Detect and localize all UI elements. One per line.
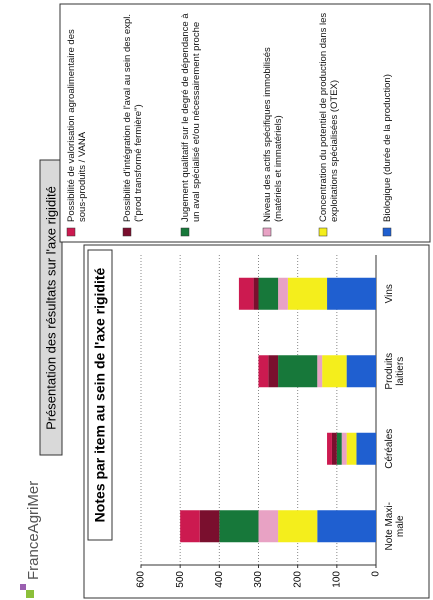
legend-label: Possibilité d'intégration de l'aval au s… — [122, 13, 144, 222]
legend-label-box: Possibilité d'intégration de l'aval au s… — [122, 13, 144, 222]
x-tick-label-box: Produits laitiers — [384, 352, 406, 390]
bar-segment — [258, 355, 269, 388]
bar-segment — [253, 277, 259, 310]
logo-icon — [26, 590, 34, 598]
bar-segment — [336, 432, 342, 465]
legend-swatch — [66, 227, 76, 237]
legend-swatch — [318, 227, 328, 237]
x-tick-label: Vins — [384, 284, 395, 304]
chart-title: Notes par item au sein de l'axe rigidité — [92, 267, 108, 522]
bar-segment — [238, 277, 254, 310]
x-tick-label: Produits laitiers — [384, 352, 406, 390]
y-tick-label: 300 — [253, 571, 264, 588]
x-tick-label-box: Vins — [384, 284, 395, 304]
bar-segment — [287, 277, 328, 310]
bar-segment — [268, 355, 279, 388]
bar-segment — [327, 277, 376, 310]
slide-title-box — [39, 159, 63, 456]
rotated-slide: FranceAgriMer Présentation des résultats… — [20, 3, 431, 599]
logo: FranceAgriMer — [25, 481, 42, 580]
bar-segment — [341, 432, 347, 465]
legend-label-box: Concentration du potentiel de production… — [318, 12, 340, 222]
x-tick-label: Céréales — [384, 428, 395, 469]
y-tick-label: 600 — [136, 571, 147, 588]
legend-swatch — [382, 227, 392, 237]
legend-label: Possibilité de valorisation agroalimenta… — [66, 29, 88, 222]
y-tick-label: 400 — [214, 571, 225, 588]
bar-segment — [322, 355, 347, 388]
bar-segment — [199, 510, 220, 543]
legend-label: Jugement qualitatif sur le degré de dépe… — [180, 13, 202, 222]
x-tick-label-box: Note Maxi-male — [384, 502, 406, 551]
legend — [59, 3, 431, 243]
legend-label: Niveau des actifs spécifiques immobilisé… — [262, 47, 284, 222]
bar-segment — [331, 432, 337, 465]
bar-segment — [258, 277, 279, 310]
legend-label: Concentration du potentiel de production… — [318, 12, 340, 222]
legend-swatch — [262, 227, 272, 237]
legend-label-box: Jugement qualitatif sur le degré de dépe… — [180, 13, 202, 222]
bar-segment — [327, 432, 332, 465]
bar-segment — [278, 277, 288, 310]
x-tick-label: Note Maxi-male — [384, 502, 406, 551]
bar-segment — [219, 510, 259, 543]
legend-swatch — [122, 227, 132, 237]
y-tick-label: 200 — [292, 571, 303, 588]
chart-title-box — [87, 249, 113, 541]
legend-label-box: Biologique (durée de la production) — [382, 74, 393, 222]
bar-segment — [317, 355, 323, 388]
logo-icon — [20, 584, 26, 590]
y-tick-label: 0 — [371, 571, 382, 577]
slide-title: Présentation des résultats sur l'axe rig… — [43, 186, 58, 430]
bar-segment — [317, 510, 376, 543]
bar-segment — [278, 510, 318, 543]
legend-label-box: Niveau des actifs spécifiques immobilisé… — [262, 47, 284, 222]
legend-label-box: Possibilité de valorisation agroalimenta… — [66, 29, 88, 222]
y-tick-label: 500 — [175, 571, 186, 588]
bar-segment — [356, 432, 376, 465]
legend-swatch — [180, 227, 190, 237]
bar-segment — [346, 432, 357, 465]
chart-frame — [83, 244, 430, 599]
bar-segment — [180, 510, 200, 543]
y-tick-label: 100 — [331, 571, 342, 588]
bar-segment — [346, 355, 376, 388]
bar-segment — [278, 355, 318, 388]
x-tick-label-box: Céréales — [384, 428, 395, 469]
legend-label: Biologique (durée de la production) — [382, 74, 393, 222]
bar-segment — [258, 510, 279, 543]
